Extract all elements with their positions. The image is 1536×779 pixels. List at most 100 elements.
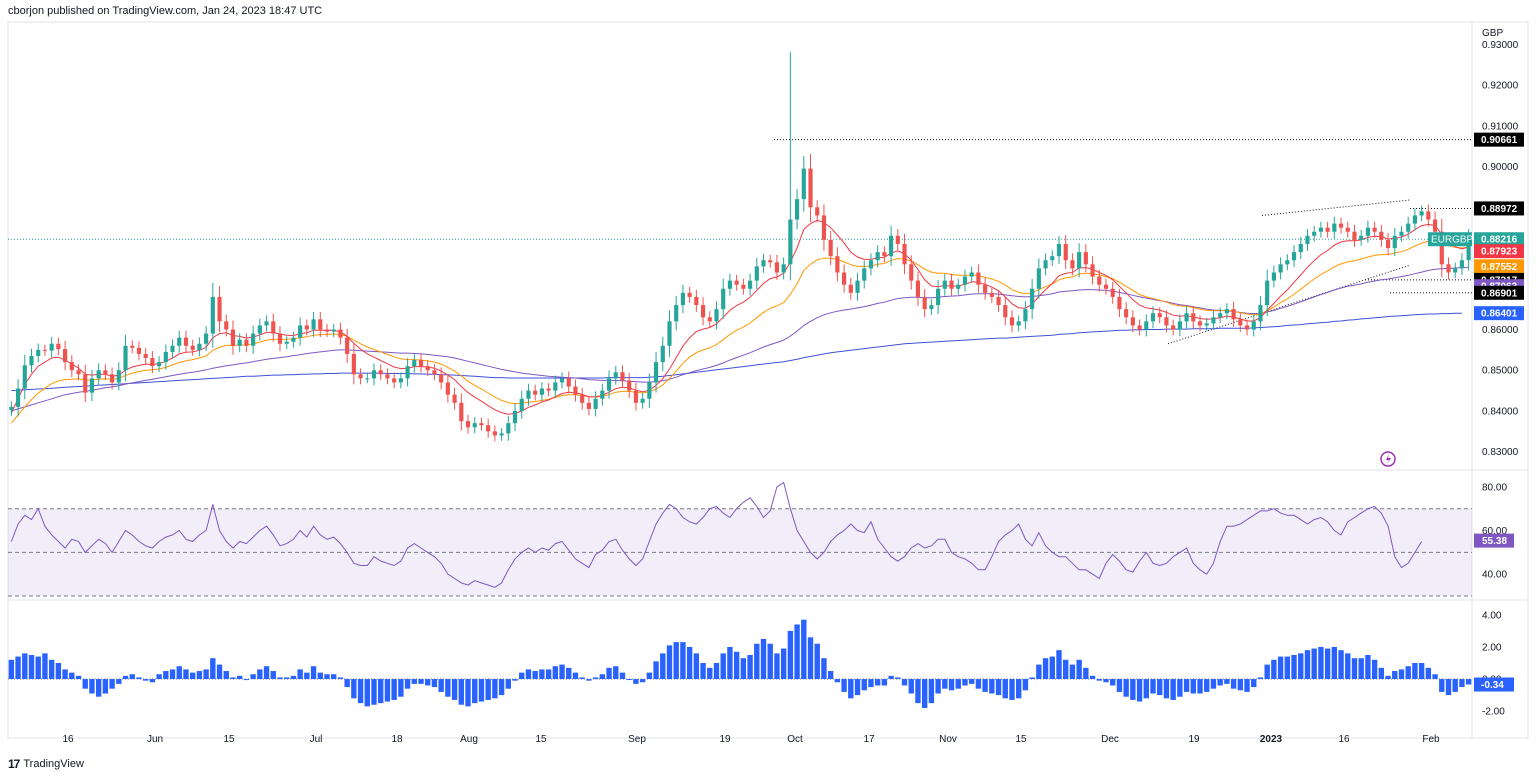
candle-body	[304, 325, 309, 330]
candle	[1419, 205, 1424, 222]
candle	[862, 260, 867, 289]
macd-bar	[545, 669, 552, 680]
macd-bar	[42, 653, 48, 680]
candle-body	[1117, 296, 1122, 310]
macd-bar	[129, 674, 135, 680]
macd-bar	[398, 679, 404, 697]
candle	[392, 372, 397, 389]
macd-bar	[1089, 675, 1096, 680]
macd-bar	[62, 669, 68, 680]
candle-body	[1056, 243, 1062, 257]
candle-body	[1130, 317, 1135, 326]
candle-body	[620, 372, 625, 381]
price-badge-value: 0.87552	[1481, 262, 1518, 273]
macd-tick-label: 4.00	[1482, 610, 1502, 621]
candle	[230, 320, 236, 355]
macd-bar	[1271, 659, 1277, 680]
time-tick-label: 2023	[1260, 734, 1283, 745]
macd-bar	[780, 648, 787, 680]
candle	[204, 326, 209, 352]
candle-body	[465, 421, 471, 428]
candle	[1278, 257, 1283, 280]
macd-bar	[1385, 675, 1391, 680]
macd-bar	[485, 679, 491, 700]
candle	[63, 340, 68, 371]
candle-body	[1009, 317, 1015, 326]
candle	[821, 204, 827, 251]
macd-bar	[868, 679, 874, 688]
candle	[378, 364, 383, 381]
candle-body	[1177, 321, 1182, 330]
candle	[882, 246, 887, 263]
candle-body	[660, 345, 665, 363]
candle-body	[519, 398, 524, 411]
price-badge	[1474, 201, 1524, 216]
macd-bar	[787, 630, 794, 680]
candle-body	[1231, 309, 1236, 320]
macd-bar	[1157, 679, 1163, 696]
candle-body	[264, 321, 269, 326]
candle	[177, 330, 182, 353]
candle	[956, 278, 961, 295]
macd-bar	[431, 679, 438, 688]
candle	[936, 279, 941, 315]
macd-bar	[814, 643, 820, 680]
candle-body	[1285, 260, 1290, 265]
candle	[1372, 221, 1377, 238]
macd-bar	[1392, 671, 1398, 680]
macd-bar	[1298, 653, 1304, 680]
macd-bar	[613, 666, 619, 680]
candle	[788, 51, 793, 281]
macd-bar	[895, 677, 901, 680]
price-tick-label: 0.91000	[1482, 121, 1519, 132]
macd-bar	[109, 679, 115, 689]
candle	[157, 356, 162, 373]
macd-tick-label: -2.00	[1482, 707, 1505, 718]
candle-body	[217, 296, 222, 322]
rsi-badge	[1474, 533, 1514, 548]
macd-bar	[458, 679, 464, 705]
candle	[653, 352, 659, 393]
candle	[1036, 258, 1041, 299]
time-tick-label: 15	[535, 734, 547, 745]
candle	[613, 365, 618, 385]
candle	[358, 368, 363, 385]
candle	[1171, 319, 1176, 336]
candle	[304, 319, 309, 336]
candle	[486, 418, 491, 438]
macd-bar	[425, 679, 431, 686]
macd-bar	[95, 679, 102, 697]
macd-bar	[1318, 646, 1324, 680]
macd-bar	[1345, 653, 1351, 680]
candle-body	[291, 337, 296, 342]
macd-bar	[1204, 679, 1210, 692]
candle-body	[1157, 313, 1162, 318]
candle-body	[1050, 256, 1055, 261]
macd-bar	[1459, 679, 1465, 688]
candle-body	[418, 360, 424, 367]
candle-body	[277, 333, 283, 344]
candle	[795, 189, 800, 230]
macd-bar	[216, 664, 223, 680]
macd-bar	[942, 679, 948, 689]
macd-bar	[1076, 659, 1082, 680]
candle	[1446, 257, 1451, 280]
candle	[1137, 319, 1142, 336]
candle-body	[1466, 239, 1471, 261]
macd-bar	[975, 679, 982, 689]
candle-body	[936, 288, 941, 306]
candle	[183, 330, 189, 353]
macd-bar	[834, 679, 841, 683]
macd-bar	[1123, 679, 1129, 697]
macd-bar	[807, 637, 814, 680]
macd-bar	[619, 672, 626, 680]
candle-body	[204, 333, 209, 344]
macd-bar	[1009, 679, 1015, 700]
price-badge-value: 0.88972	[1481, 204, 1518, 215]
time-tick-label: 17	[863, 734, 875, 745]
tradingview-brand[interactable]: 17 TradingView	[8, 757, 84, 771]
candle	[130, 340, 135, 354]
macd-bar	[324, 674, 330, 680]
candle	[895, 228, 900, 251]
